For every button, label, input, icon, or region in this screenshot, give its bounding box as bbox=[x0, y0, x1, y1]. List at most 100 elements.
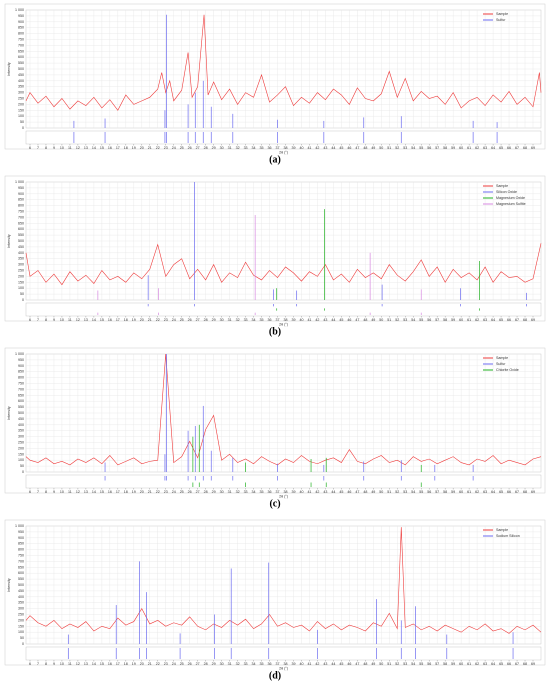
x-tick-label: 17 bbox=[116, 662, 120, 666]
x-tick-label: 18 bbox=[124, 318, 128, 322]
chart-panel: 0501001502002503003504004505005506006507… bbox=[4, 519, 546, 670]
x-tick-label: 65 bbox=[499, 146, 503, 150]
y-tick-label: 100 bbox=[18, 630, 24, 634]
legend-label: Sample bbox=[496, 528, 508, 532]
x-tick-label: 16 bbox=[108, 662, 112, 666]
y-tick-label: 100 bbox=[18, 458, 24, 462]
x-tick-label: 48 bbox=[363, 318, 367, 322]
y-tick-label: 1 000 bbox=[15, 8, 24, 12]
legend-label: Sample bbox=[496, 184, 508, 188]
x-tick-label: 49 bbox=[371, 318, 375, 322]
x-tick-label: 9 bbox=[53, 146, 55, 150]
y-tick-label: 850 bbox=[18, 542, 24, 546]
y-tick-label: 300 bbox=[18, 263, 24, 267]
x-tick-label: 32 bbox=[236, 146, 240, 150]
x-tick-label: 8 bbox=[45, 662, 47, 666]
x-tick-label: 36 bbox=[268, 662, 272, 666]
x-tick-label: 60 bbox=[459, 146, 463, 150]
x-tick-label: 34 bbox=[252, 490, 256, 494]
x-tick-label: 48 bbox=[363, 662, 367, 666]
x-tick-label: 63 bbox=[483, 490, 487, 494]
y-tick-label: 300 bbox=[18, 607, 24, 611]
x-tick-label: 52 bbox=[395, 490, 399, 494]
x-tick-label: 49 bbox=[371, 490, 375, 494]
x-tick-label: 31 bbox=[228, 146, 232, 150]
y-tick-label: 450 bbox=[18, 417, 24, 421]
y-tick-label: 750 bbox=[18, 37, 24, 41]
x-tick-label: 36 bbox=[268, 490, 272, 494]
x-tick-label: 19 bbox=[132, 662, 136, 666]
y-tick-label: 800 bbox=[18, 204, 24, 208]
x-tick-label: 11 bbox=[68, 490, 72, 494]
caption: (d) bbox=[269, 670, 281, 681]
x-tick-label: 22 bbox=[156, 318, 160, 322]
y-tick-label: 250 bbox=[18, 96, 24, 100]
x-tick-label: 45 bbox=[339, 146, 343, 150]
x-tick-label: 64 bbox=[491, 662, 495, 666]
y-tick-label: 150 bbox=[18, 624, 24, 628]
legend-label: Magnesium Sulfite bbox=[496, 202, 526, 206]
x-tick-label: 51 bbox=[387, 662, 391, 666]
x-tick-label: 57 bbox=[435, 662, 439, 666]
x-tick-label: 52 bbox=[395, 662, 399, 666]
y-tick-label: 550 bbox=[18, 61, 24, 65]
x-tick-label: 52 bbox=[395, 146, 399, 150]
y-tick-label: 600 bbox=[18, 227, 24, 231]
x-tick-label: 37 bbox=[276, 146, 280, 150]
y-tick-label: 50 bbox=[20, 636, 24, 640]
x-tick-label: 23 bbox=[164, 318, 168, 322]
x-tick-label: 36 bbox=[268, 318, 272, 322]
x-tick-label: 11 bbox=[68, 146, 72, 150]
x-tick-label: 25 bbox=[180, 490, 184, 494]
x-tick-label: 32 bbox=[236, 490, 240, 494]
x-tick-label: 14 bbox=[92, 662, 96, 666]
x-tick-label: 45 bbox=[339, 490, 343, 494]
legend-label: Sodium Silicon bbox=[496, 534, 520, 538]
x-tick-label: 27 bbox=[196, 146, 200, 150]
x-tick-label: 62 bbox=[475, 318, 479, 322]
reference-strip bbox=[25, 646, 542, 661]
x-tick-label: 7 bbox=[37, 318, 39, 322]
y-tick-label: 950 bbox=[18, 14, 24, 18]
x-tick-label: 44 bbox=[331, 318, 335, 322]
y-tick-label: 700 bbox=[18, 559, 24, 563]
x-tick-label: 68 bbox=[523, 318, 527, 322]
x-tick-label: 54 bbox=[411, 146, 415, 150]
x-tick-label: 43 bbox=[323, 662, 327, 666]
x-tick-label: 48 bbox=[363, 490, 367, 494]
x-tick-label: 21 bbox=[148, 490, 152, 494]
x-tick-label: 29 bbox=[212, 146, 216, 150]
x-tick-label: 26 bbox=[188, 318, 192, 322]
x-tick-label: 23 bbox=[164, 490, 168, 494]
x-tick-label: 38 bbox=[283, 662, 287, 666]
x-tick-label: 15 bbox=[100, 318, 104, 322]
x-tick-label: 6 bbox=[29, 318, 31, 322]
y-tick-label: 450 bbox=[18, 589, 24, 593]
x-tick-label: 65 bbox=[499, 318, 503, 322]
x-tick-label: 43 bbox=[323, 146, 327, 150]
x-tick-label: 45 bbox=[339, 662, 343, 666]
y-tick-label: 650 bbox=[18, 393, 24, 397]
x-tick-label: 58 bbox=[443, 146, 447, 150]
x-tick-label: 39 bbox=[291, 146, 295, 150]
x-tick-label: 22 bbox=[156, 490, 160, 494]
x-tick-label: 47 bbox=[355, 490, 359, 494]
x-tick-label: 43 bbox=[323, 490, 327, 494]
x-tick-label: 34 bbox=[252, 318, 256, 322]
x-tick-label: 10 bbox=[60, 662, 64, 666]
x-tick-label: 57 bbox=[435, 490, 439, 494]
y-tick-label: 250 bbox=[18, 268, 24, 272]
x-tick-label: 41 bbox=[307, 318, 311, 322]
x-tick-label: 24 bbox=[172, 490, 176, 494]
x-tick-label: 64 bbox=[491, 318, 495, 322]
chart-panel: 0501001502002503003504004505005506006507… bbox=[4, 175, 546, 326]
y-tick-label: 800 bbox=[18, 32, 24, 36]
x-tick-label: 69 bbox=[531, 146, 535, 150]
x-tick-label: 58 bbox=[443, 318, 447, 322]
x-tick-label: 56 bbox=[427, 318, 431, 322]
x-tick-label: 56 bbox=[427, 662, 431, 666]
x-tick-label: 55 bbox=[419, 662, 423, 666]
y-tick-label: 900 bbox=[18, 536, 24, 540]
x-tick-label: 16 bbox=[108, 490, 112, 494]
